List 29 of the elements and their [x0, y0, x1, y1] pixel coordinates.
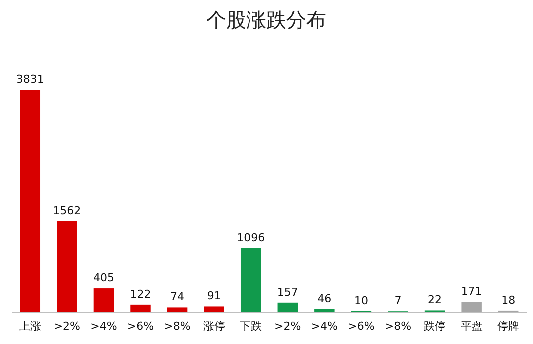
data-label: 91 — [207, 290, 222, 303]
data-label: 18 — [502, 294, 516, 307]
x-tick-label: >4% — [90, 320, 118, 333]
x-tick-label: 涨停 — [203, 320, 226, 333]
data-label: 7 — [394, 294, 402, 308]
title: 个股涨跌分布 — [206, 8, 326, 32]
data-label: 10 — [354, 294, 368, 308]
data-label: 22 — [428, 294, 442, 307]
x-tick-label: >8% — [384, 320, 412, 333]
x-tick-label: >2% — [54, 320, 81, 333]
x-tick-label: >2% — [274, 320, 302, 333]
data-label: 74 — [170, 290, 185, 304]
x-tick-label: 上涨 — [19, 320, 42, 333]
data-label: 1562 — [53, 204, 82, 218]
x-tick-label: >8% — [164, 320, 191, 333]
data-label: 157 — [277, 286, 298, 299]
x-tick-label: 平盘 — [460, 320, 483, 333]
data-label: 122 — [130, 288, 152, 301]
x-tick-label: >4% — [311, 320, 338, 333]
data-label: 405 — [93, 272, 114, 285]
x-tick-label: >6% — [127, 320, 154, 333]
data-label: 171 — [461, 285, 482, 298]
x-tick-label: 下跌 — [240, 320, 262, 333]
x-tick-label: 停牌 — [498, 320, 520, 333]
data-label: 1096 — [237, 231, 266, 244]
x-tick-label: >6% — [348, 320, 375, 333]
data-label: 46 — [318, 292, 332, 306]
x-tick-label: 跌停 — [424, 320, 446, 333]
data-label: 3831 — [16, 73, 44, 86]
